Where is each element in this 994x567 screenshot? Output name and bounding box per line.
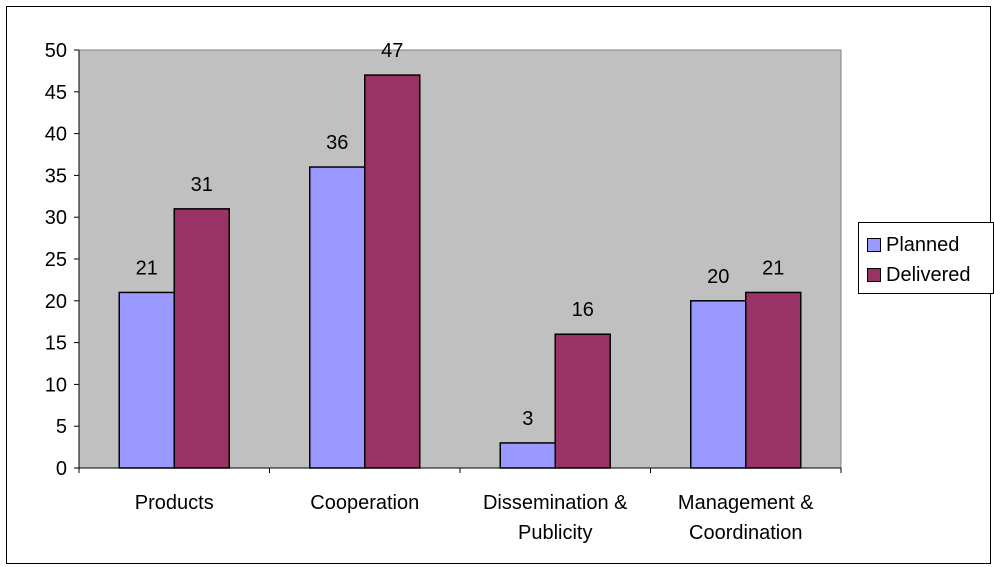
bar-planned (499, 442, 556, 469)
data-label-planned: 20 (707, 266, 729, 288)
bar-delivered (554, 333, 611, 469)
bar-planned (690, 300, 747, 469)
bar-planned (118, 291, 175, 469)
data-label-delivered: 47 (381, 40, 403, 62)
data-label-planned: 21 (136, 257, 158, 279)
legend-item-delivered: Delivered (867, 263, 970, 287)
x-tick-label: Management & Coordination (678, 492, 814, 544)
bar-planned (309, 166, 366, 469)
y-tick-label: 10 (45, 374, 67, 396)
legend-label-delivered: Delivered (886, 263, 971, 286)
y-tick-label: 35 (45, 165, 67, 187)
x-tick-label: Products (135, 492, 214, 514)
data-label-planned: 36 (326, 132, 348, 154)
y-tick-label: 30 (45, 207, 67, 229)
y-tick-label: 25 (45, 249, 67, 271)
y-tick-label: 20 (45, 291, 67, 313)
data-label-delivered: 31 (191, 174, 213, 196)
bar-delivered (173, 208, 230, 469)
y-tick-label: 0 (56, 458, 67, 480)
data-label-delivered: 16 (572, 299, 594, 321)
legend-label-planned: Planned (886, 233, 960, 256)
legend-swatch-planned (867, 238, 881, 252)
bar-delivered (364, 74, 421, 469)
y-tick-label: 45 (45, 82, 67, 104)
x-tick-label: Cooperation (310, 492, 419, 514)
legend: Planned Delivered (858, 222, 994, 294)
data-label-delivered: 21 (762, 257, 784, 279)
y-tick-label: 40 (45, 124, 67, 146)
data-label-planned: 3 (522, 408, 533, 430)
legend-swatch-delivered (867, 268, 881, 282)
legend-item-planned: Planned (867, 233, 959, 257)
y-tick-label: 5 (56, 416, 67, 438)
y-tick-label: 15 (45, 333, 67, 355)
x-tick-label: Dissemination & Publicity (483, 492, 628, 544)
y-tick-label: 50 (45, 40, 67, 62)
bar-delivered (745, 291, 802, 469)
